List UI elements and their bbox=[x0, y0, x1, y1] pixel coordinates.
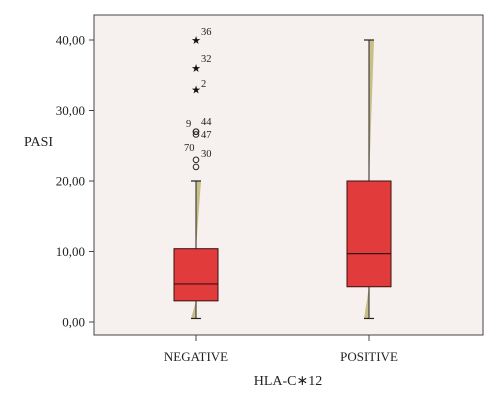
outlier-labels: 36 32 2 9 44 47 70 30 bbox=[184, 27, 212, 160]
outlier-marker bbox=[192, 128, 200, 135]
upper-whisker-wedge bbox=[196, 181, 201, 249]
x-tick-label: POSITIVE bbox=[340, 349, 398, 364]
lower-whisker-wedge bbox=[191, 300, 196, 319]
outlier-label: 44 bbox=[201, 117, 212, 128]
outlier-marker bbox=[192, 131, 200, 138]
y-tick-label: 30,00 bbox=[56, 103, 85, 118]
outlier-label: 47 bbox=[201, 130, 212, 141]
extreme-outlier-marker: ★ bbox=[191, 84, 201, 96]
outlier-label: 30 bbox=[201, 149, 212, 160]
outlier-label: 36 bbox=[201, 27, 212, 38]
box-group-negative: ★ ★ ★ bbox=[173, 35, 219, 320]
outlier-marker bbox=[192, 163, 200, 171]
y-axis-title: PASI bbox=[24, 135, 53, 150]
y-tick-label: 40,00 bbox=[56, 33, 85, 48]
outlier-label: 9 bbox=[186, 119, 191, 130]
x-axis: NEGATIVE POSITIVE bbox=[164, 335, 398, 364]
extreme-outlier-marker: ★ bbox=[191, 63, 201, 75]
y-tick-label: 0,00 bbox=[62, 315, 85, 330]
plot-area bbox=[93, 14, 484, 336]
y-tick-label: 10,00 bbox=[56, 244, 85, 259]
box-iqr bbox=[346, 180, 392, 288]
lower-whisker-wedge bbox=[364, 286, 369, 319]
y-tick-label: 20,00 bbox=[56, 174, 85, 189]
x-tick-label: NEGATIVE bbox=[164, 349, 228, 364]
outlier-label: 70 bbox=[184, 143, 195, 154]
outlier-label: 32 bbox=[201, 54, 212, 65]
box-group-positive bbox=[346, 39, 392, 320]
upper-whisker-wedge bbox=[369, 40, 374, 181]
outlier-marker bbox=[192, 156, 200, 164]
outlier-label: 2 bbox=[201, 79, 206, 90]
y-axis: 0,00 10,00 20,00 30,00 40,00 bbox=[56, 33, 94, 330]
extreme-outlier-marker: ★ bbox=[191, 35, 201, 47]
box-iqr bbox=[173, 248, 219, 302]
x-axis-title: HLA-C∗12 bbox=[254, 374, 323, 389]
